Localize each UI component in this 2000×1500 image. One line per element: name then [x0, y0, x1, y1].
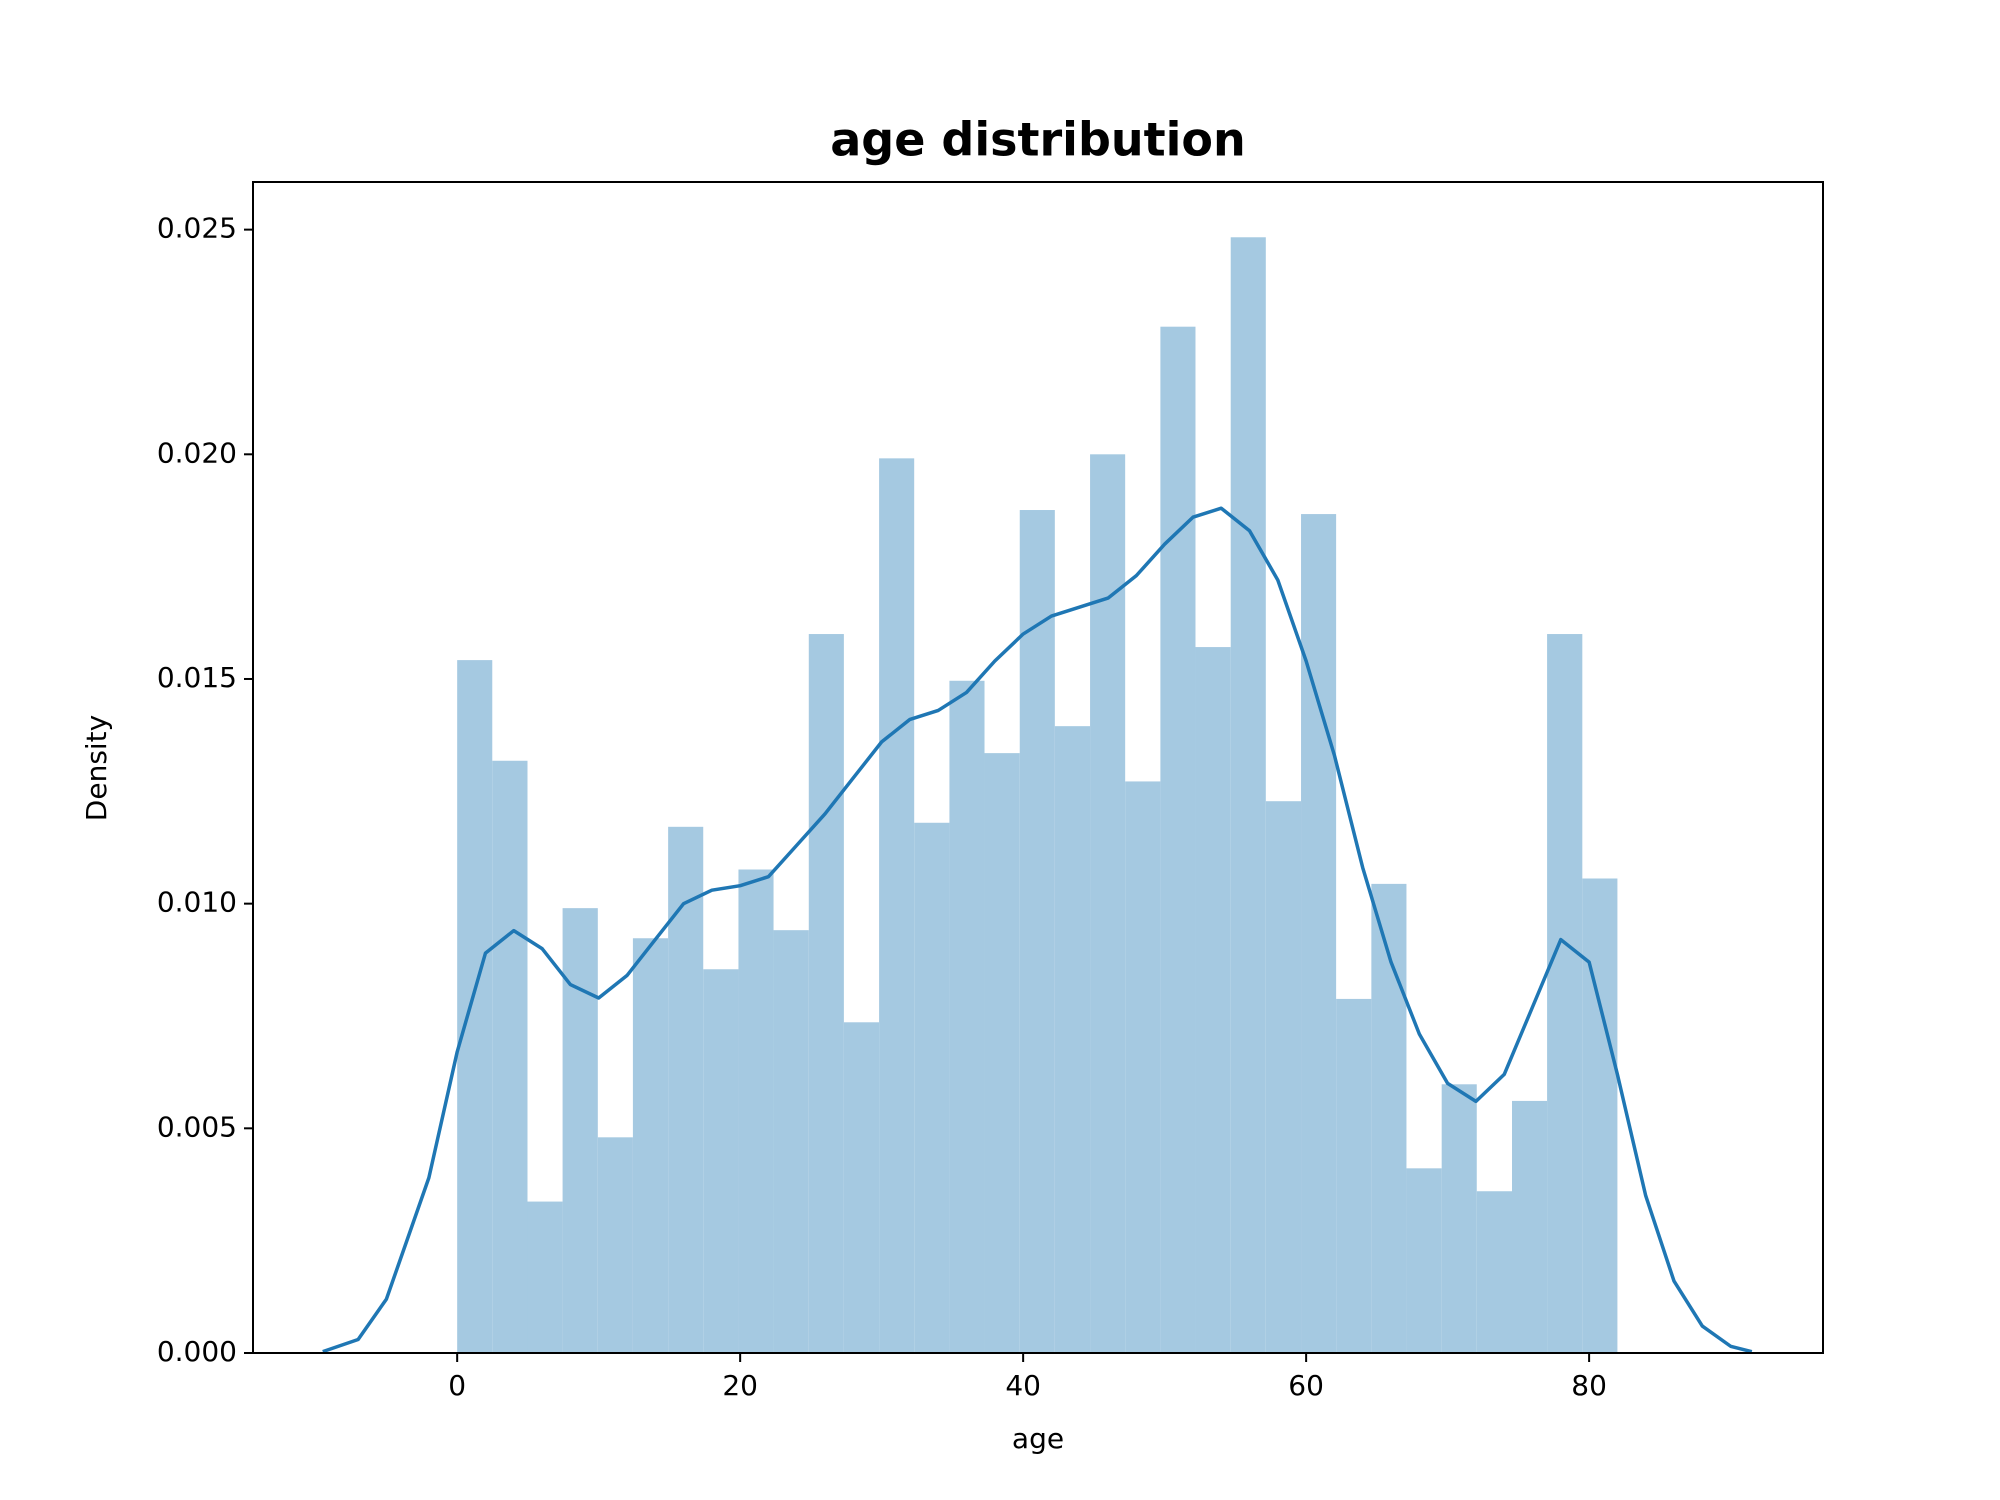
histogram-bar	[914, 822, 950, 1353]
histogram-bar	[773, 930, 809, 1353]
y-tick-label: 0.015	[157, 661, 237, 694]
histogram-bar	[1582, 878, 1618, 1353]
x-tick-label: 0	[448, 1369, 466, 1402]
y-tick-label: 0.000	[157, 1335, 237, 1368]
histogram-bar	[1301, 514, 1337, 1353]
x-tick-label: 40	[1005, 1369, 1041, 1402]
histogram-bar	[1054, 726, 1091, 1353]
y-axis-label: Density	[80, 715, 113, 821]
histogram-bar	[1019, 510, 1055, 1353]
histogram-bar	[1511, 1100, 1548, 1353]
kde-line	[322, 506, 1753, 1354]
histogram-bar	[949, 680, 985, 1353]
x-axis-label: age	[1012, 1422, 1064, 1455]
y-tick-label: 0.005	[157, 1110, 237, 1143]
axes-frame	[252, 181, 1824, 1354]
x-tick-label: 20	[722, 1369, 758, 1402]
histogram-bar	[1406, 1168, 1442, 1353]
histogram-bar	[1160, 326, 1196, 1353]
plot-area	[322, 237, 1753, 1354]
y-tick-label: 0.025	[157, 212, 237, 245]
histogram-bar	[1230, 237, 1266, 1353]
x-tick-label: 80	[1571, 1369, 1607, 1402]
histogram-bar	[1371, 883, 1407, 1353]
histogram-bar	[879, 458, 915, 1353]
histogram-bar	[1090, 454, 1126, 1353]
histogram-bar	[1125, 781, 1161, 1353]
x-tick-label: 60	[1288, 1369, 1324, 1402]
histogram-bar	[738, 869, 774, 1353]
histogram-bar	[1336, 998, 1372, 1353]
histogram-bar	[632, 938, 669, 1353]
y-tick-label: 0.020	[157, 436, 237, 469]
histogram-bar	[808, 634, 844, 1353]
histogram-bar	[492, 760, 528, 1353]
histogram-bar	[703, 969, 739, 1353]
histogram-bar	[843, 1022, 880, 1353]
histogram-bar	[527, 1201, 563, 1353]
histogram-bar	[668, 826, 704, 1353]
histogram-bar	[1195, 647, 1231, 1353]
histogram-bar	[1476, 1191, 1512, 1353]
histogram-bar	[457, 660, 493, 1353]
histogram-bar	[984, 753, 1020, 1353]
histogram-bar	[1547, 634, 1583, 1353]
y-tick-label: 0.010	[157, 886, 237, 919]
histogram-bar	[597, 1137, 633, 1353]
histogram-bar	[1441, 1084, 1477, 1353]
histogram-bar	[562, 908, 598, 1353]
chart-title: age distribution	[830, 113, 1245, 167]
histogram-bar	[1265, 801, 1302, 1353]
